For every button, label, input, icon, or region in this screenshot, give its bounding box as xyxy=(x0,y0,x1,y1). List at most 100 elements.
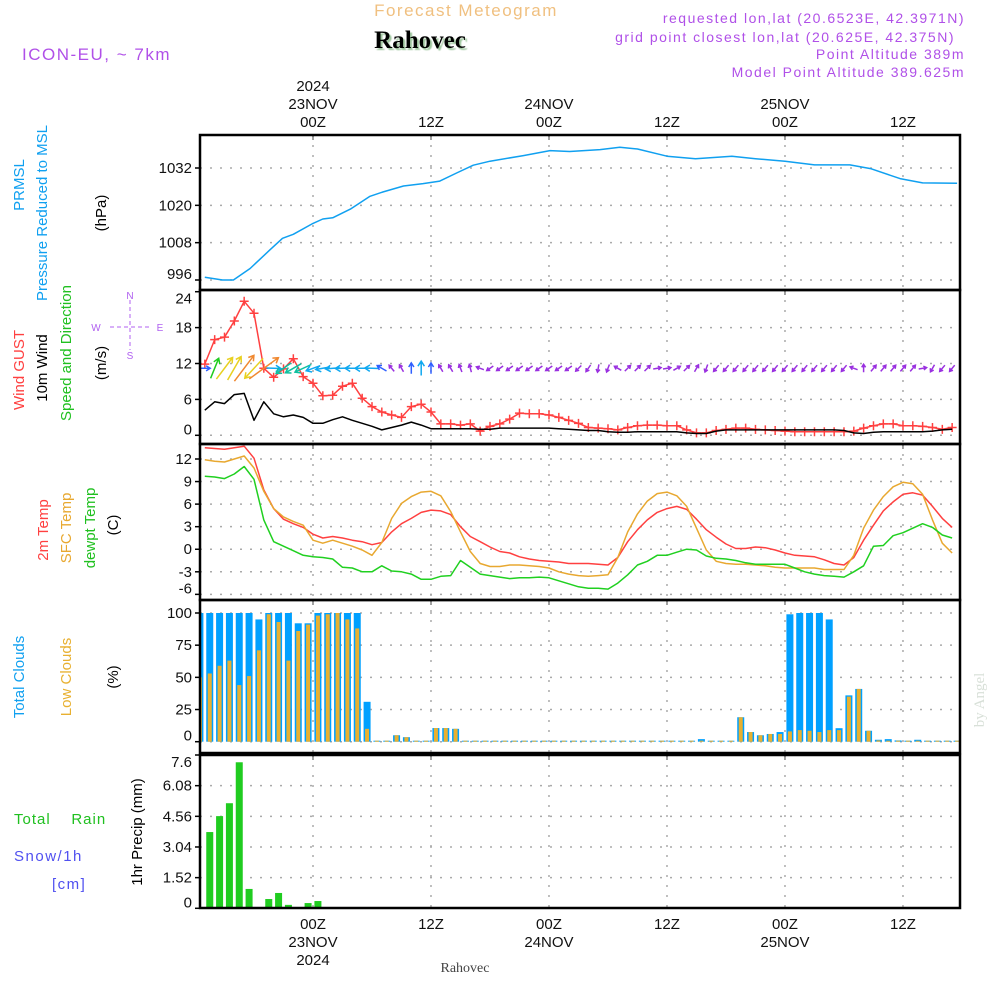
y-tick-label: 0 xyxy=(184,421,192,438)
rain-bar xyxy=(275,892,283,908)
low-cloud-bar xyxy=(591,740,596,742)
low-cloud-bar xyxy=(345,619,350,742)
y-tick-label: 3.04 xyxy=(163,839,192,856)
gust-marker xyxy=(367,402,377,412)
bottom-time-label: 2024 xyxy=(296,952,329,969)
low-cloud-bar xyxy=(561,740,566,742)
wind-direction-arrow xyxy=(948,364,956,373)
low-cloud-bar xyxy=(876,740,881,742)
compass-s: S xyxy=(127,351,134,362)
low-cloud-bar xyxy=(247,676,252,742)
compass-n: N xyxy=(126,291,133,302)
wind-gust-label: Wind GUST xyxy=(11,330,28,410)
low-cloud-bar xyxy=(571,740,576,742)
bottom-time-label: 12Z xyxy=(418,916,444,933)
y-tick-label: 1008 xyxy=(159,235,192,252)
wind-compass-legend: N S W E xyxy=(91,291,163,362)
wind-direction-arrow xyxy=(388,364,395,372)
rain-bar xyxy=(304,903,312,908)
wind-direction-arrow xyxy=(693,363,700,373)
low-cloud-bar xyxy=(207,673,212,742)
low-cloud-bar xyxy=(394,735,399,742)
top-time-label: 00Z xyxy=(772,114,798,131)
rain-bar xyxy=(225,803,233,908)
series-line-sfc-temp xyxy=(204,455,953,578)
total-clouds-label: Total Clouds xyxy=(11,636,28,719)
wind-direction-arrow xyxy=(215,356,234,380)
low-cloud-bar xyxy=(660,740,665,742)
low-cloud-bar xyxy=(778,733,783,742)
total-cloud-bar xyxy=(806,613,814,742)
rain-bar xyxy=(314,901,322,908)
model-point-altitude: Model Point Altitude 389.625m xyxy=(732,64,965,80)
wind-10m-label: 10m Wind xyxy=(34,334,51,402)
gust-marker xyxy=(898,421,908,431)
wind-direction-arrow xyxy=(890,364,897,372)
top-time-label: 00Z xyxy=(536,114,562,131)
compass-w: W xyxy=(91,323,101,334)
gust-marker xyxy=(741,423,751,433)
y-tick-label: -3 xyxy=(179,564,192,581)
bottom-time-label: 25NOV xyxy=(760,934,809,951)
prmsl-label: PRMSL xyxy=(11,159,28,211)
y-tick-label: 12 xyxy=(175,451,192,468)
wind-direction-arrow xyxy=(761,364,769,373)
gust-marker xyxy=(465,419,475,429)
gust-marker xyxy=(524,409,534,419)
low-cloud-bar xyxy=(935,740,940,742)
chart-subtitle: Forecast Meteogram xyxy=(374,1,558,20)
y-tick-label: 7.6 xyxy=(171,754,192,771)
precip-unit-label: 1hr Precip (mm) xyxy=(129,778,146,886)
y-tick-label: 6.08 xyxy=(163,778,192,795)
wind-direction-arrow xyxy=(791,364,798,373)
gust-marker xyxy=(269,372,279,382)
gust-marker xyxy=(623,423,633,433)
low-cloud-bar xyxy=(404,737,409,742)
y-tick-label: 996 xyxy=(167,266,192,283)
wind-direction-arrow xyxy=(595,364,601,374)
y-tick-label: 1032 xyxy=(159,160,192,177)
gust-marker xyxy=(652,420,662,430)
low-cloud-bar xyxy=(679,740,684,742)
snow-unit-label: [cm] xyxy=(52,876,86,893)
wind-direction-arrow xyxy=(398,363,405,373)
y-tick-label: 4.56 xyxy=(163,808,192,825)
rain-bar xyxy=(235,762,243,908)
wind-direction-arrow xyxy=(515,365,524,372)
low-cloud-bar xyxy=(365,728,370,742)
low-cloud-bar xyxy=(837,730,842,742)
wind-direction-arrow xyxy=(209,357,221,379)
low-cloud-bar xyxy=(227,660,232,742)
wind-direction-arrow xyxy=(861,362,867,373)
low-cloud-bar xyxy=(866,730,871,742)
rain-bar xyxy=(206,832,214,908)
y-tick-label: 9 xyxy=(184,474,192,491)
gust-marker xyxy=(210,335,220,345)
celsius-unit-label: (C) xyxy=(105,515,122,536)
wind-direction-arrow xyxy=(564,365,573,372)
grid-layer xyxy=(200,135,960,908)
gust-marker xyxy=(564,415,574,425)
point-altitude: Point Altitude 389m xyxy=(816,46,965,62)
top-time-label: 23NOV xyxy=(288,96,337,113)
wind-direction-arrow xyxy=(771,364,779,373)
pressure-label: Pressure Reduced to MSL xyxy=(34,125,51,301)
low-cloud-bar xyxy=(719,740,724,742)
low-cloud-bar xyxy=(758,735,763,742)
gust-marker xyxy=(436,419,446,429)
low-cloud-bar xyxy=(325,614,330,742)
y-tick-label: -6 xyxy=(179,580,192,597)
wind-direction-arrow xyxy=(467,363,473,373)
panel-frame-pressure xyxy=(198,133,962,292)
rain-bar xyxy=(284,904,292,908)
series-line-prmsl xyxy=(204,146,958,281)
low-cloud-bar xyxy=(266,614,271,742)
low-cloud-bar xyxy=(306,624,311,742)
wind-direction-arrow xyxy=(417,359,426,376)
wind-direction-arrow xyxy=(605,364,611,374)
low-cloud-bar xyxy=(512,740,517,742)
low-cloud-bar xyxy=(433,728,438,742)
y-tick-label: 25 xyxy=(175,702,192,719)
gust-marker xyxy=(298,372,308,382)
data-layer xyxy=(200,146,960,908)
